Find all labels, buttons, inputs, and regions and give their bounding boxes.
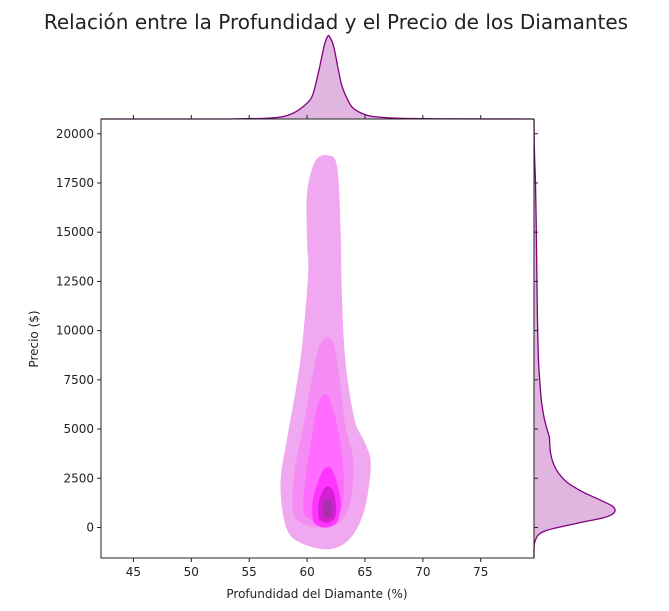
x-tick-label: 55 [242,565,257,579]
y-tick-label: 7500 [63,373,94,387]
y-tick-label: 17500 [56,176,94,190]
x-axis-label: Profundidad del Diamante (%) [226,587,407,601]
x-tick-label: 60 [299,565,314,579]
x-tick-label: 50 [184,565,199,579]
y-tick-label: 2500 [63,471,94,485]
marginal-y-density [533,118,616,559]
marginal-y-line [533,118,616,559]
y-tick-label: 15000 [56,225,94,239]
y-tick-label: 20000 [56,127,94,141]
y-axis-label: Precio ($) [27,310,41,367]
x-axis-ticks: 45 50 55 60 65 70 75 [126,558,488,579]
y-axis-ticks: 0 2500 5000 7500 10000 12500 15000 17500 20000 [56,127,101,534]
y-tick-label: 5000 [63,422,94,436]
x-tick-label: 65 [357,565,372,579]
density-contours [280,155,371,550]
marginal-ticks [101,115,538,528]
y-tick-label: 12500 [56,274,94,288]
x-tick-label: 70 [415,565,430,579]
joint-plot-area: 45 50 55 60 65 70 75 0 2500 5000 7500 10000 12500 15… [56,115,538,579]
marginal-x-density [100,34,535,120]
y-tick-label: 0 [86,520,94,534]
marginal-x-line [100,34,535,120]
x-tick-label: 45 [126,565,141,579]
marginal-y-fill [533,119,616,558]
chart-title: Relación entre la Profundidad y el Preci… [44,10,628,34]
x-tick-label: 75 [473,565,488,579]
density-contour-peak [322,498,333,519]
y-tick-label: 10000 [56,324,94,338]
